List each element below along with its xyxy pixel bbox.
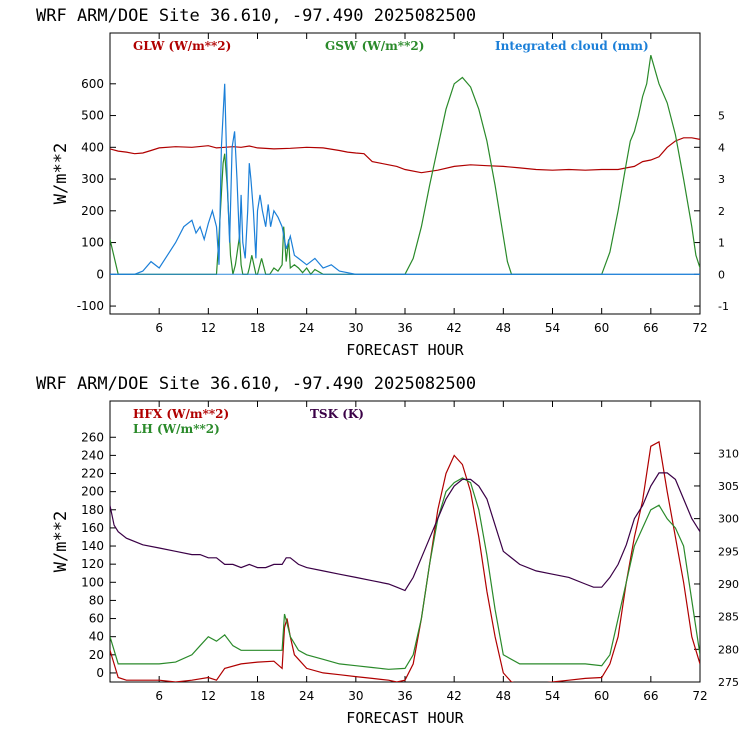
y2-tick-label: 2: [718, 205, 725, 218]
x-tick-label: 72: [692, 321, 707, 335]
legend-entry: GSW (W/m**2): [325, 39, 424, 53]
x-tick-label: 18: [250, 689, 265, 703]
y-tick-label: 0: [96, 267, 104, 281]
y2-tick-label: 280: [718, 643, 739, 656]
y-tick-label: 140: [81, 539, 104, 553]
y-tick-label: 260: [81, 430, 104, 444]
y-tick-label: 60: [89, 612, 104, 626]
series-line-blue: [110, 83, 700, 275]
y2-tick-label: 1: [718, 237, 725, 250]
y2-tick-label: -1: [718, 300, 729, 313]
chart-panel-1: WRF ARM/DOE Site 36.610, -97.490 2025082…: [36, 6, 729, 359]
y2-tick-label: 310: [718, 447, 739, 460]
x-tick-label: 60: [594, 689, 609, 703]
x-axis-label: FORECAST HOUR: [346, 341, 464, 359]
y-tick-label: 180: [81, 503, 104, 517]
y-tick-label: 40: [89, 630, 104, 644]
legend-entry: TSK (K): [310, 407, 364, 421]
x-tick-label: 36: [397, 321, 412, 335]
y2-tick-label: 4: [718, 141, 725, 154]
x-tick-label: 66: [643, 689, 658, 703]
series-line-green: [110, 477, 700, 670]
series-line-purple: [110, 472, 700, 592]
y-tick-label: 120: [81, 557, 104, 571]
legend-entry: GLW (W/m**2): [133, 39, 231, 53]
y-tick-label: 0: [96, 666, 104, 680]
x-tick-label: 24: [299, 689, 314, 703]
x-tick-label: 42: [447, 321, 462, 335]
x-tick-label: 12: [201, 321, 216, 335]
plot-frame: [109, 400, 701, 683]
y2-tick-label: 275: [718, 676, 739, 689]
x-tick-label: 6: [155, 689, 163, 703]
y-axis-label: W/m**2: [51, 143, 71, 204]
y2-tick-label: 285: [718, 611, 739, 624]
y-tick-label: 240: [81, 448, 104, 462]
y-tick-label: 100: [81, 575, 104, 589]
y2-tick-label: 290: [718, 578, 739, 591]
x-tick-label: 48: [496, 321, 511, 335]
y2-tick-label: 0: [718, 268, 725, 281]
x-tick-label: 42: [447, 689, 462, 703]
x-tick-label: 54: [545, 321, 560, 335]
y-tick-label: 600: [81, 77, 104, 91]
legend-entry: HFX (W/m**2): [133, 407, 229, 421]
x-tick-label: 30: [348, 321, 363, 335]
x-tick-label: 36: [397, 689, 412, 703]
legend-entry: Integrated cloud (mm): [495, 39, 649, 53]
legend-entry: LH (W/m**2): [133, 422, 220, 436]
y-tick-label: 200: [81, 485, 104, 499]
y2-tick-label: 305: [718, 480, 739, 493]
y-tick-label: 20: [89, 648, 104, 662]
y-axis-label: W/m**2: [51, 511, 71, 572]
plot-frame: [109, 32, 701, 315]
y2-tick-label: 5: [718, 110, 725, 123]
chart-panel-2: WRF ARM/DOE Site 36.610, -97.490 2025082…: [36, 374, 739, 727]
y-tick-label: 200: [81, 204, 104, 218]
x-tick-label: 24: [299, 321, 314, 335]
x-tick-label: 30: [348, 689, 363, 703]
x-tick-label: 12: [201, 689, 216, 703]
x-axis-label: FORECAST HOUR: [346, 709, 464, 727]
x-tick-label: 72: [692, 689, 707, 703]
x-tick-label: 66: [643, 321, 658, 335]
chart-title: WRF ARM/DOE Site 36.610, -97.490 2025082…: [36, 374, 476, 394]
y2-tick-label: 295: [718, 545, 739, 558]
y-tick-label: 400: [81, 140, 104, 154]
y-tick-label: 80: [89, 593, 104, 607]
x-tick-label: 54: [545, 689, 560, 703]
y-tick-label: 160: [81, 521, 104, 535]
y-tick-label: -100: [77, 299, 104, 313]
y-tick-label: 100: [81, 236, 104, 250]
x-tick-label: 60: [594, 321, 609, 335]
series-line-red: [110, 137, 700, 174]
x-tick-label: 6: [155, 321, 163, 335]
y-tick-label: 300: [81, 172, 104, 186]
y2-tick-label: 3: [718, 173, 725, 186]
x-tick-label: 48: [496, 689, 511, 703]
chart-title: WRF ARM/DOE Site 36.610, -97.490 2025082…: [36, 6, 476, 26]
y-tick-label: 220: [81, 467, 104, 481]
y2-tick-label: 300: [718, 513, 739, 526]
x-tick-label: 18: [250, 321, 265, 335]
series-line-green: [110, 55, 700, 276]
y-tick-label: 500: [81, 109, 104, 123]
